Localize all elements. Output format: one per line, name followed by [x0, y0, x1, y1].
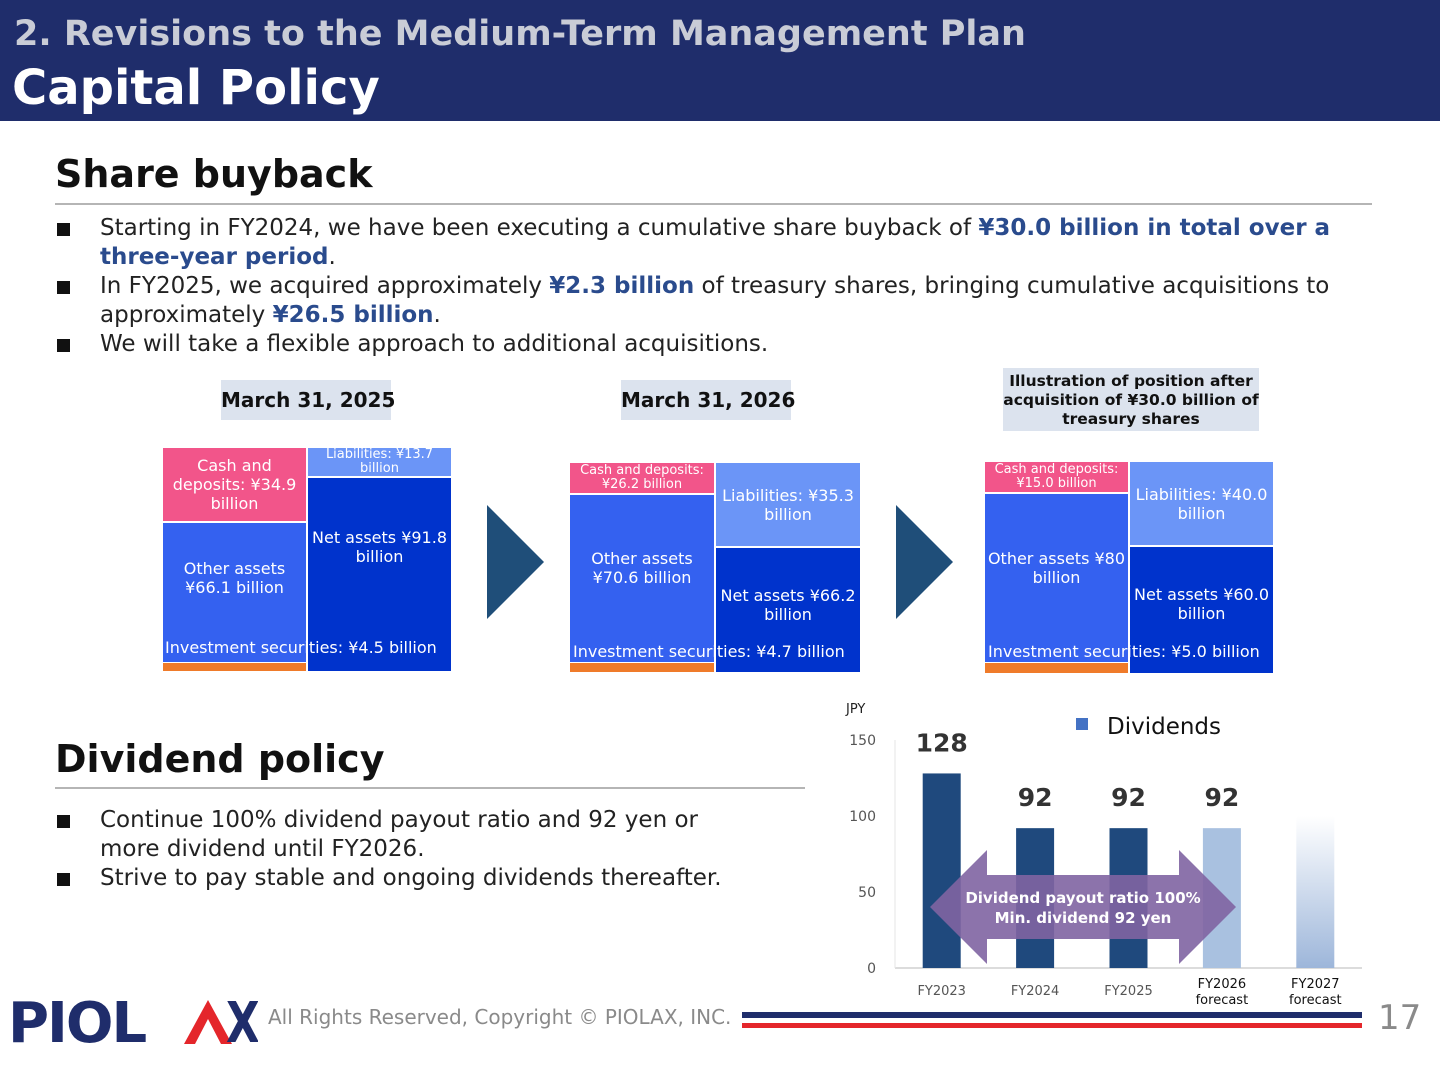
page-number: 17: [1378, 998, 1422, 1038]
net-assets-block: Net assets ¥91.8 billion: [307, 477, 452, 672]
x-tick-label: FY2025: [1104, 984, 1153, 999]
header-banner: 2. Revisions to the Medium-Term Manageme…: [0, 0, 1440, 121]
dividend-bar: [1296, 816, 1335, 968]
y-tick-label: 100: [849, 809, 876, 825]
svg-text:X: X: [226, 994, 258, 1052]
arrow-right-icon: [896, 505, 953, 619]
buyback-bullets: Starting in FY2024, we have been executi…: [55, 214, 1375, 359]
bullet-square-icon: [57, 223, 70, 236]
buyback-divider: [55, 203, 1372, 205]
section-subtitle: 2. Revisions to the Medium-Term Manageme…: [14, 14, 1026, 54]
investment-securities-block: [569, 662, 715, 673]
y-tick-label: 0: [867, 961, 876, 977]
bar-data-label: 92: [1205, 783, 1240, 812]
buyback-bullet-2: In FY2025, we acquired approximately ¥2.…: [55, 272, 1375, 330]
x-tick-label: FY2026 forecast: [1196, 977, 1249, 1008]
illustration-label: Illustration of position after acquisiti…: [1003, 368, 1259, 431]
x-tick-label: FY2024: [1011, 984, 1060, 999]
legend-label: Dividends: [1107, 714, 1221, 740]
investment-securities-block: [162, 662, 307, 672]
cash-deposits-block: Cash and deposits: ¥15.0 billion: [984, 461, 1129, 493]
dividend-chart: JPY 0 50 100 150 128 FY2023 92 FY2024 92 FY2025 92 F…: [845, 702, 1362, 1008]
legend-swatch: [1076, 718, 1088, 730]
footer-stripes: [742, 1012, 1362, 1028]
piolax-logo: PIOL X: [8, 994, 258, 1052]
dividend-bar: [922, 773, 961, 968]
investment-securities-label: Investment securities: ¥4.7 billion: [573, 642, 845, 661]
copyright-text: All Rights Reserved, Copyright © PIOLAX,…: [268, 1005, 732, 1029]
y-axis-label: JPY: [845, 702, 865, 717]
other-assets-block: Other assets ¥80 billion: [984, 493, 1129, 664]
y-tick-label: 50: [858, 885, 876, 901]
dividend-bullets: Continue 100% dividend payout ratio and …: [55, 806, 755, 893]
liabilities-block: Liabilities: ¥40.0 billion: [1129, 461, 1274, 546]
date-label-2025: March 31, 2025: [221, 380, 395, 420]
liabilities-block: Liabilities: ¥13.7 billion: [307, 447, 452, 477]
other-assets-block: Other assets ¥66.1 billion: [162, 522, 307, 664]
net-assets-block: Net assets ¥66.2 billion: [715, 547, 861, 673]
bar-data-label: 92: [1018, 783, 1053, 812]
x-tick-label: FY2027 forecast: [1289, 977, 1342, 1008]
bullet-square-icon: [57, 873, 70, 886]
bullet-square-icon: [57, 339, 70, 352]
other-assets-block: Other assets ¥70.6 billion: [569, 494, 715, 664]
bullet-square-icon: [57, 815, 70, 828]
y-tick-label: 150: [849, 733, 876, 749]
x-tick-label: FY2023: [917, 984, 966, 999]
dividend-bullet-2: Strive to pay stable and ongoing dividen…: [55, 864, 755, 893]
liabilities-block: Liabilities: ¥35.3 billion: [715, 462, 861, 547]
buyback-bullet-3: We will take a flexible approach to addi…: [55, 330, 1375, 359]
dividend-title: Dividend policy: [55, 737, 385, 781]
buyback-bullet-1: Starting in FY2024, we have been executi…: [55, 214, 1375, 272]
investment-securities-label: Investment securities: ¥4.5 billion: [165, 638, 437, 657]
arrow-right-icon: [487, 505, 544, 619]
svg-text:PIOL: PIOL: [8, 994, 146, 1052]
dividend-bullet-1: Continue 100% dividend payout ratio and …: [55, 806, 755, 864]
cash-deposits-block: Cash and deposits: ¥26.2 billion: [569, 462, 715, 494]
net-assets-block: Net assets ¥60.0 billion: [1129, 546, 1274, 674]
investment-securities-block: [984, 662, 1129, 674]
cash-deposits-block: Cash and deposits: ¥34.9 billion: [162, 447, 307, 522]
dividend-divider: [55, 787, 805, 789]
payout-annotation: Dividend payout ratio 100% Min. dividend …: [965, 889, 1200, 927]
page-title: Capital Policy: [12, 60, 380, 116]
payout-arrow-icon: [930, 850, 1236, 964]
buyback-title: Share buyback: [55, 152, 373, 196]
date-label-2026: March 31, 2026: [621, 380, 795, 420]
investment-securities-label: Investment securities: ¥5.0 billion: [988, 642, 1260, 661]
bar-data-label: 128: [916, 728, 968, 757]
bar-data-label: 92: [1111, 783, 1146, 812]
bullet-square-icon: [57, 281, 70, 294]
